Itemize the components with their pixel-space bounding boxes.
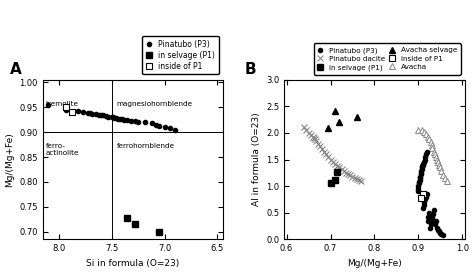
Text: A: A: [10, 62, 22, 76]
Y-axis label: Al in formula (O=23): Al in formula (O=23): [252, 113, 261, 206]
Text: tremolite: tremolite: [46, 101, 79, 107]
X-axis label: Si in formula (O=23): Si in formula (O=23): [86, 259, 179, 268]
Y-axis label: Mg/(Mg+Fe): Mg/(Mg+Fe): [5, 132, 14, 187]
Text: ferrohornblende: ferrohornblende: [117, 143, 175, 149]
X-axis label: Mg/(Mg+Fe): Mg/(Mg+Fe): [347, 259, 402, 268]
Legend: Pinatubo (P3), in selvage (P1), inside of P1: Pinatubo (P3), in selvage (P1), inside o…: [142, 36, 219, 74]
Text: magnesiohornblende: magnesiohornblende: [117, 101, 193, 107]
Text: ferro-
actinolite: ferro- actinolite: [46, 143, 79, 156]
Legend: Pinatubo (P3), Pinatubo dacite, in selvage (P1), Avacha selvage, inside of P1, A: Pinatubo (P3), Pinatubo dacite, in selva…: [314, 43, 461, 75]
Text: B: B: [245, 62, 256, 76]
